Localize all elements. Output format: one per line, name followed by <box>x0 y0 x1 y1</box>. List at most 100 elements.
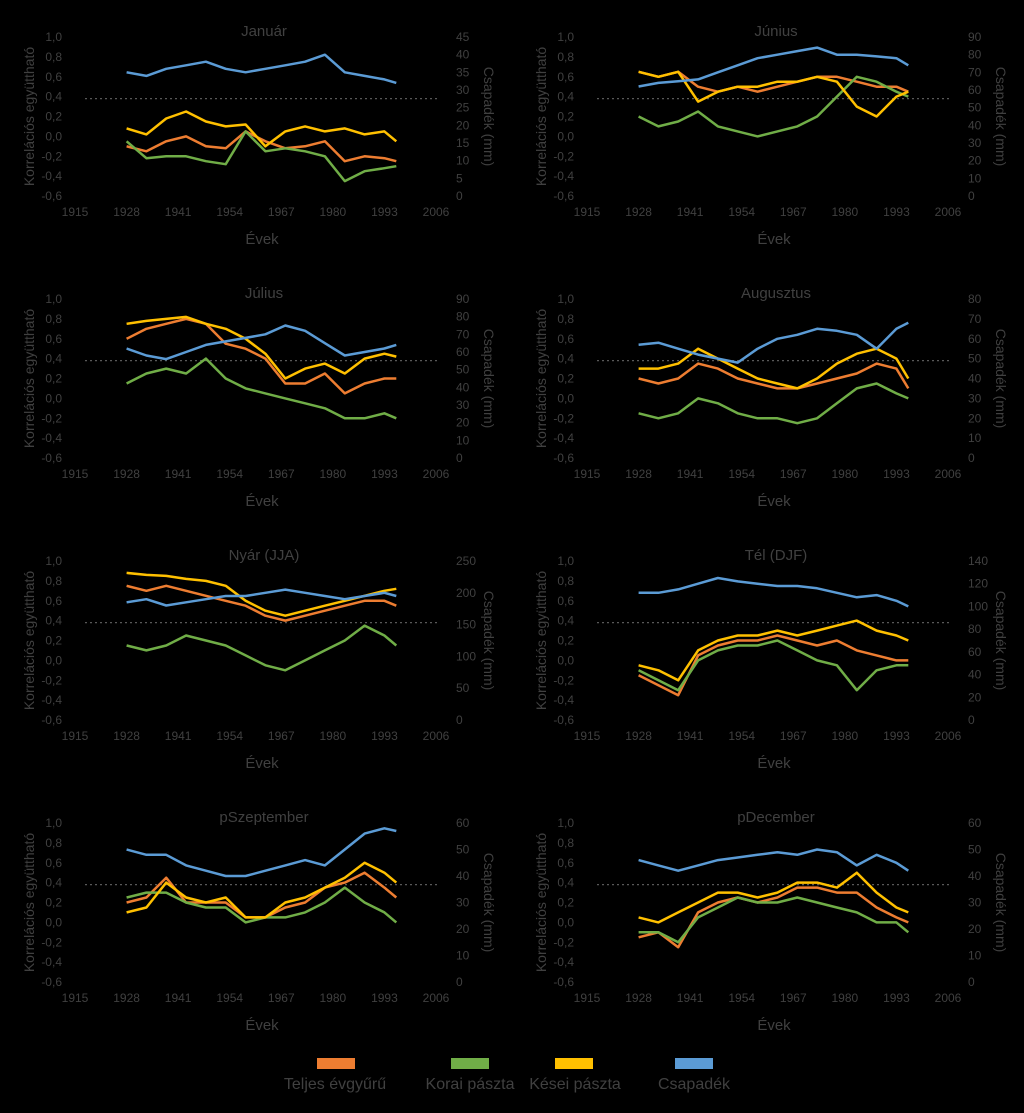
y2-tick-label: 0 <box>968 189 975 203</box>
y-tick-label: 0,0 <box>45 391 62 405</box>
x-tick-label: 1993 <box>883 991 910 1005</box>
series-line-korai-p-szta <box>125 130 397 183</box>
y2-axis-label: Csapadék (mm) <box>481 67 497 167</box>
y2-tick-label: 50 <box>456 681 470 695</box>
y-tick-label: 0,2 <box>45 372 62 386</box>
y2-tick-label: 30 <box>456 896 470 910</box>
x-tick-label: 1980 <box>832 467 859 481</box>
x-tick-label: 1980 <box>320 467 347 481</box>
x-tick-label: 1967 <box>268 205 295 219</box>
y-tick-label: -0,2 <box>553 411 574 425</box>
x-tick-label: 1928 <box>113 729 140 743</box>
y-tick-label: 0,2 <box>557 110 574 124</box>
y-tick-label: -0,4 <box>553 431 574 445</box>
chart-title: pSzeptember <box>219 809 308 826</box>
y-axis-label: Korrelációs együttható <box>533 309 549 449</box>
y2-tick-label: 50 <box>456 363 470 377</box>
chart-panel: Július -0,6 -0,4 -0,2 0,0 0,2 0,4 0,6 0,8 1,0 0 10 2… <box>21 285 497 510</box>
chart-title: Nyár (JJA) <box>229 547 300 564</box>
y2-tick-label: 90 <box>968 30 982 44</box>
y-tick-label: -0,4 <box>41 955 62 969</box>
y-tick-label: 0,0 <box>45 653 62 667</box>
series-line-k-sei-p-szta <box>126 861 398 919</box>
y-tick-label: -0,6 <box>41 451 62 465</box>
y-tick-label: -0,2 <box>41 149 62 163</box>
y-axis-label: Korrelációs együttható <box>533 833 549 973</box>
y-tick-label: -0,4 <box>41 431 62 445</box>
y2-tick-label: 0 <box>456 975 463 989</box>
x-tick-label: 1915 <box>62 991 89 1005</box>
series-line-csapad-k <box>126 588 397 607</box>
x-tick-label: 1980 <box>832 205 859 219</box>
x-tick-label: 1954 <box>728 991 755 1005</box>
y2-axis-label: Csapadék (mm) <box>481 853 497 953</box>
series-line-csapad-k <box>638 848 909 872</box>
series-line-teljes-vgy-r- <box>638 362 910 390</box>
y-tick-label: 0,8 <box>45 50 62 64</box>
y-tick-label: -0,2 <box>553 935 574 949</box>
series-line-k-sei-p-szta <box>126 110 398 148</box>
y2-tick-label: 20 <box>968 411 982 425</box>
x-tick-label: 2006 <box>935 991 962 1005</box>
y2-tick-label: 120 <box>968 577 988 591</box>
y-tick-label: 0,4 <box>557 614 574 628</box>
y2-tick-label: 60 <box>968 645 982 659</box>
y2-tick-label: 30 <box>456 398 470 412</box>
y-tick-label: 0,8 <box>45 836 62 850</box>
y2-tick-label: 30 <box>968 896 982 910</box>
y-tick-label: -0,2 <box>41 673 62 687</box>
legend-swatch-csapadek <box>675 1058 713 1069</box>
series-line-korai-p-szta <box>638 75 909 138</box>
chart-title: Június <box>754 23 797 40</box>
legend-label-korai: Korai pászta <box>425 1076 515 1093</box>
x-tick-label: 1928 <box>625 991 652 1005</box>
series-line-csapad-k <box>126 53 397 85</box>
x-axis-label: Évek <box>757 493 791 510</box>
x-tick-label: 1941 <box>165 467 192 481</box>
y2-tick-label: 50 <box>968 352 982 366</box>
x-tick-label: 1993 <box>371 205 398 219</box>
y2-tick-label: 30 <box>456 83 470 97</box>
chart-title: Tél (DJF) <box>745 547 808 564</box>
chart-panel: Június -0,6 -0,4 -0,2 0,0 0,2 0,4 0,6 0,8 1,0 0 10 2… <box>533 23 1009 248</box>
chart-title: pDecember <box>737 809 815 826</box>
x-axis-label: Évek <box>245 1017 279 1034</box>
y2-tick-label: 100 <box>968 599 988 613</box>
y-tick-label: -0,4 <box>553 693 574 707</box>
y2-tick-label: 140 <box>968 554 988 568</box>
y2-tick-label: 0 <box>456 451 463 465</box>
x-axis-label: Évek <box>245 755 279 772</box>
chart-title: Január <box>241 23 287 40</box>
x-tick-label: 2006 <box>423 729 450 743</box>
series-line-k-sei-p-szta <box>638 619 909 682</box>
y2-tick-label: 20 <box>968 922 982 936</box>
y2-axis-label: Csapadék (mm) <box>993 853 1009 953</box>
x-axis-label: Évek <box>757 231 791 248</box>
y2-tick-label: 70 <box>456 327 470 341</box>
legend-item-korai: Korai pászta <box>395 1050 545 1110</box>
y2-tick-label: 20 <box>968 690 982 704</box>
series-line-teljes-vgy-r- <box>126 584 397 622</box>
y-tick-label: 0,4 <box>557 90 574 104</box>
y2-tick-label: 10 <box>968 171 982 185</box>
y2-tick-label: 90 <box>456 292 470 306</box>
y-tick-label: 0,8 <box>557 836 574 850</box>
y-tick-label: 0,4 <box>45 90 62 104</box>
y2-tick-label: 0 <box>456 189 463 203</box>
x-tick-label: 1954 <box>216 729 243 743</box>
y-tick-label: 0,6 <box>557 856 574 870</box>
x-tick-label: 1993 <box>371 467 398 481</box>
series-line-csapad-k <box>126 827 397 878</box>
y-tick-label: -0,6 <box>553 451 574 465</box>
y-tick-label: 0,2 <box>45 896 62 910</box>
y-axis-label: Korrelációs együttható <box>533 571 549 711</box>
series-line-teljes-vgy-r- <box>638 70 909 93</box>
y2-tick-label: 80 <box>968 48 982 62</box>
x-tick-label: 1967 <box>268 729 295 743</box>
y-tick-label: -0,2 <box>41 411 62 425</box>
series-line-korai-p-szta <box>638 382 909 425</box>
y2-tick-label: 20 <box>456 118 470 132</box>
x-tick-label: 1967 <box>780 467 807 481</box>
y-tick-label: -0,6 <box>553 975 574 989</box>
x-tick-label: 1915 <box>574 729 601 743</box>
